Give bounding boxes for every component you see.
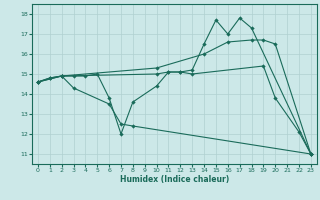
X-axis label: Humidex (Indice chaleur): Humidex (Indice chaleur): [120, 175, 229, 184]
